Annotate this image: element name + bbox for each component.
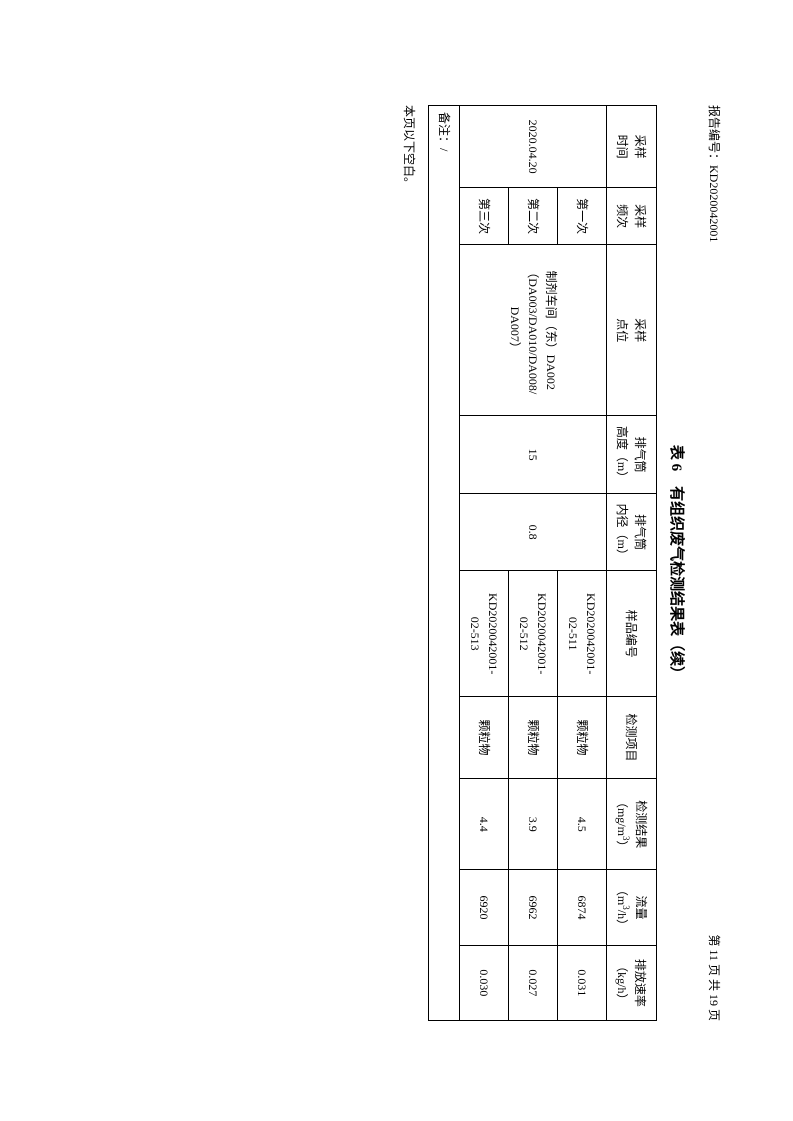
report-label: 报告编号： [707, 105, 721, 165]
report-number-block: 报告编号：KD2020042001 [706, 105, 723, 242]
cell-result: 4.4 [460, 779, 509, 870]
cell-sample-id: KD2020042001-02-511 [558, 571, 607, 696]
cell-diameter: 0.8 [460, 493, 607, 571]
col-header-freq: 采样频次 [607, 188, 657, 245]
cell-item: 颗粒物 [460, 696, 509, 778]
cell-item: 颗粒物 [558, 696, 607, 778]
col-header-item: 检测项目 [607, 696, 657, 778]
cell-flow: 6962 [509, 870, 558, 945]
col-header-time: 采样时间 [607, 106, 657, 188]
cell-height: 15 [460, 416, 607, 494]
cell-flow: 6920 [460, 870, 509, 945]
cell-result: 3.9 [509, 779, 558, 870]
cell-freq: 第二次 [509, 188, 558, 245]
cell-sample-id: KD2020042001-02-513 [460, 571, 509, 696]
cell-rate: 0.031 [558, 945, 607, 1020]
col-header-result: 检测结果（mg/m3） [607, 779, 657, 870]
header-row: 报告编号：KD2020042001 第 11 页 共 19 页 [706, 105, 723, 1021]
cell-rate: 0.030 [460, 945, 509, 1020]
cell-flow: 6874 [558, 870, 607, 945]
cell-location: 制剂车间（东）DA002（DA003/DA010/DA008/DA007） [460, 245, 607, 416]
cell-date: 2020.04.20 [460, 106, 607, 188]
col-header-sample-id: 样品编号 [607, 571, 657, 696]
cell-freq: 第一次 [558, 188, 607, 245]
cell-sample-id: KD2020042001-02-512 [509, 571, 558, 696]
cell-note: 备注：/ [429, 106, 460, 1021]
col-header-height: 排气筒高度（m） [607, 416, 657, 494]
col-header-rate: 排放速率（kg/h） [607, 945, 657, 1020]
col-header-flow: 流量（m3/h） [607, 870, 657, 945]
table-title: 表 6 有组织废气检测结果表（续） [667, 105, 688, 1021]
footer-blank-note: 本页以下空白。 [401, 105, 418, 1021]
col-header-location: 采样点位 [607, 245, 657, 416]
page-info: 第 11 页 共 19 页 [706, 934, 723, 1021]
report-number: KD2020042001 [707, 165, 721, 242]
col-header-diameter: 排气筒内径（m） [607, 493, 657, 571]
cell-rate: 0.027 [509, 945, 558, 1020]
page-container: 报告编号：KD2020042001 第 11 页 共 19 页 表 6 有组织废… [0, 0, 793, 1121]
cell-result: 4.5 [558, 779, 607, 870]
cell-item: 颗粒物 [509, 696, 558, 778]
table-row: 2020.04.20 第一次 制剂车间（东）DA002（DA003/DA010/… [558, 106, 607, 1021]
cell-freq: 第三次 [460, 188, 509, 245]
table-note-row: 备注：/ [429, 106, 460, 1021]
table-header-row: 采样时间 采样频次 采样点位 排气筒高度（m） 排气筒内径（m） 样品编号 检测… [607, 106, 657, 1021]
results-table: 采样时间 采样频次 采样点位 排气筒高度（m） 排气筒内径（m） 样品编号 检测… [428, 105, 657, 1021]
